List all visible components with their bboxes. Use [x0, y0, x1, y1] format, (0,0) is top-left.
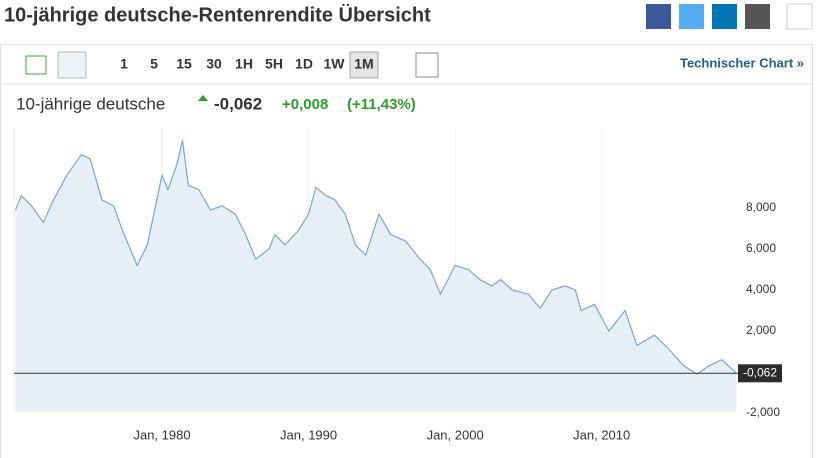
info-icon[interactable] [786, 3, 813, 30]
x-tick-label: Jan, 2010 [573, 427, 630, 442]
current-label-box [738, 364, 782, 383]
candle-chart-button[interactable] [25, 55, 47, 75]
facebook-icon[interactable] [646, 4, 671, 29]
interval-button[interactable]: 1 [120, 56, 128, 72]
y-tick-label: 8,000 [746, 200, 776, 214]
layout-button[interactable] [415, 52, 439, 78]
x-tick-label: Jan, 1980 [133, 427, 190, 442]
quote-price: -0,062 [214, 94, 262, 113]
quote-change-percent: (+11,43%) [347, 96, 416, 113]
interval-selected [349, 51, 379, 79]
x-tick-label: Jan, 2000 [427, 427, 484, 442]
interval-button[interactable]: 5 [150, 56, 158, 72]
email-icon[interactable] [745, 4, 770, 29]
area [15, 140, 737, 413]
interval-button[interactable]: 15 [176, 56, 192, 72]
interval-button[interactable]: 1M [354, 56, 373, 72]
y-tick-label: 6,000 [746, 241, 776, 255]
line-chart-button[interactable] [57, 51, 87, 79]
interval-button[interactable]: 1D [295, 56, 313, 72]
x-tick-label: Jan, 1990 [280, 427, 337, 442]
interval-button[interactable]: 5H [265, 56, 283, 72]
twitter-icon[interactable] [679, 4, 704, 29]
quote-name: 10-jährige deutsche [16, 94, 165, 113]
current-label: -0,062 [743, 365, 777, 379]
y-tick-label: -2,000 [746, 405, 780, 419]
interval-button[interactable]: 1H [235, 56, 253, 72]
interval-button[interactable]: 1W [324, 56, 346, 72]
y-tick-label: 4,000 [746, 282, 776, 296]
technical-chart-link[interactable]: Technischer Chart » [680, 55, 804, 70]
interval-button[interactable]: 30 [206, 56, 222, 72]
quote-change: +0,008 [282, 96, 328, 113]
line [14, 140, 737, 375]
page-title: 10-jährige deutsche-Rentenrendite Übersi… [4, 3, 431, 26]
up-arrow [198, 95, 208, 101]
y-tick-label: 2,000 [746, 323, 776, 337]
linkedin-icon[interactable] [712, 4, 737, 29]
widget-frame [0, 44, 813, 458]
